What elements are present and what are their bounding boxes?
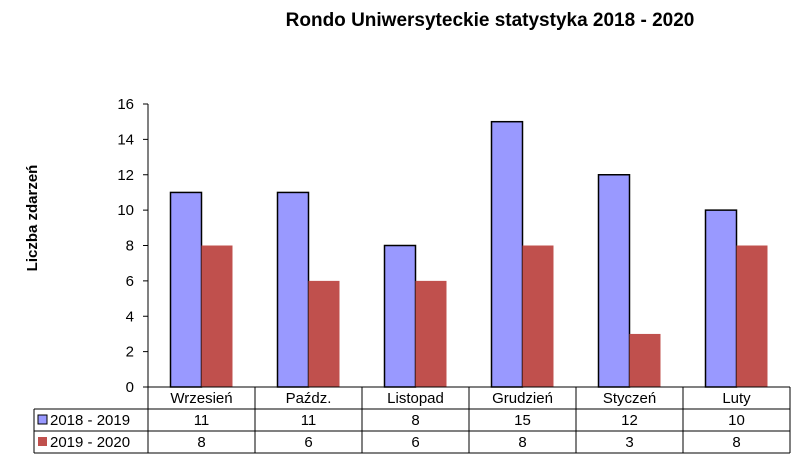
bar: [704, 209, 738, 388]
bar: [276, 191, 310, 388]
data-label: 3: [625, 434, 633, 451]
bar: [201, 245, 233, 387]
bar: [629, 333, 661, 387]
category-label: Wrzesień: [170, 390, 232, 407]
series-name: 2018 - 2019: [50, 412, 130, 429]
bar: [415, 280, 447, 387]
legend-swatch: [38, 437, 47, 446]
chart-title: Rondo Uniwersyteckie statystyka 2018 - 2…: [286, 10, 695, 31]
data-table: Wrzesień Paźdz. Listopad Grudzień Styczeń Lut…: [33, 386, 791, 454]
bar: [383, 244, 417, 388]
bar: [308, 280, 340, 387]
data-label: 8: [411, 412, 419, 429]
bars: [169, 120, 768, 388]
legend-swatch: [37, 414, 48, 425]
y-tick-label: 2: [126, 344, 134, 361]
category-label: Styczeń: [603, 390, 656, 407]
y-tick-label: 14: [117, 131, 134, 148]
bar: [597, 174, 631, 388]
y-tick-label: 6: [126, 273, 134, 290]
data-label: 15: [514, 412, 531, 429]
y-ticks: 0 2 4 6 8 10 12 14 16: [117, 96, 148, 396]
y-axis-label: Liczba zdarzeń: [24, 165, 41, 272]
data-label: 11: [194, 412, 210, 429]
category-label: Luty: [722, 390, 751, 407]
data-label: 6: [411, 434, 419, 451]
y-tick-label: 4: [126, 308, 134, 325]
y-tick-label: 8: [126, 238, 134, 255]
category-label: Listopad: [387, 390, 444, 407]
bar: [490, 120, 524, 388]
data-label: 6: [304, 434, 312, 451]
data-label: 8: [518, 434, 526, 451]
bar: [736, 245, 768, 387]
y-tick-label: 16: [117, 96, 134, 113]
bar: [169, 191, 203, 388]
y-tick-label: 12: [117, 167, 134, 184]
bar: [522, 245, 554, 387]
y-tick-label: 0: [126, 379, 134, 396]
data-label: 12: [621, 412, 638, 429]
data-label: 10: [728, 412, 745, 429]
series-name: 2019 - 2020: [50, 434, 130, 451]
data-label: 8: [197, 434, 205, 451]
category-label: Grudzień: [492, 390, 553, 407]
y-tick-label: 10: [117, 202, 134, 219]
data-label: 8: [732, 434, 740, 451]
category-label: Paźdz.: [286, 390, 332, 407]
data-label: 11: [301, 412, 317, 429]
